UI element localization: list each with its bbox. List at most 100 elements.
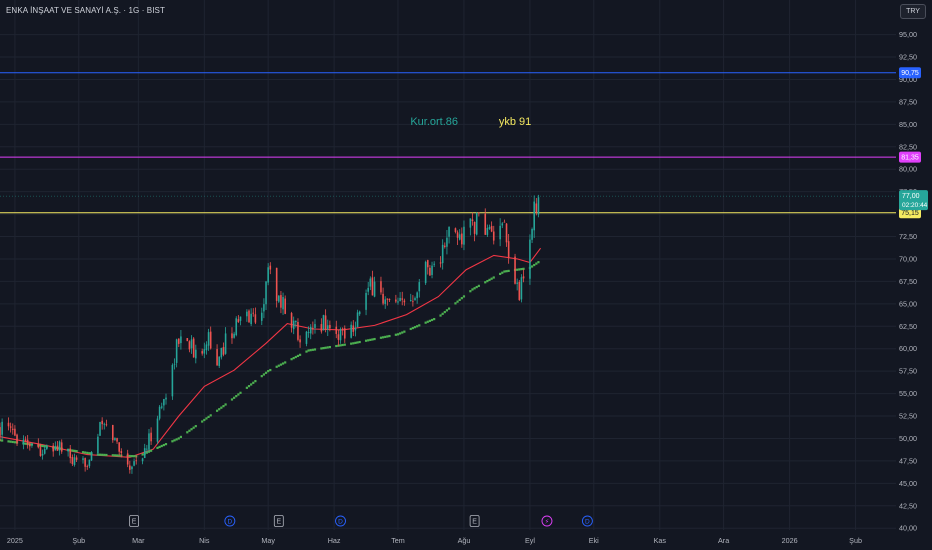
annotation-text: Kur.ort.86 — [410, 116, 458, 128]
candle-body — [463, 226, 465, 245]
candle-body — [424, 261, 427, 284]
candle-body — [24, 439, 27, 441]
candle-body — [354, 327, 357, 331]
ma-green-dot — [101, 453, 104, 456]
ma-green-dot — [520, 268, 523, 271]
candle-body — [190, 339, 193, 349]
candle-body — [371, 277, 374, 296]
ma-green-dot — [339, 344, 342, 347]
candle-body — [143, 448, 146, 459]
ma-green-dot — [164, 443, 168, 446]
candle-body — [97, 436, 99, 454]
candle-body — [120, 451, 123, 454]
candle-body — [86, 466, 89, 467]
dividend-marker-label: D — [338, 519, 343, 526]
ma-green-dot — [215, 409, 219, 412]
candle-body — [529, 239, 531, 279]
candle-body — [135, 460, 138, 462]
x-tick-label: Eyl — [525, 536, 535, 545]
candle-body — [158, 406, 161, 419]
earnings-marker — [469, 515, 480, 527]
ma-green-dot — [292, 357, 295, 360]
candle-body — [148, 433, 150, 450]
ma-green-dot — [469, 290, 472, 293]
candle-body — [505, 223, 508, 243]
ma-green-dot — [158, 445, 161, 449]
x-tick-label: May — [261, 536, 275, 545]
candle-body — [101, 420, 103, 425]
ma-green-dot — [343, 343, 346, 346]
ma-green-dot — [175, 438, 178, 441]
y-tick-label: 62,50 — [899, 322, 917, 331]
candle-body — [426, 260, 429, 268]
candle-body — [0, 427, 1, 436]
ma-green-dot — [388, 334, 391, 338]
ma-green-dot — [239, 391, 242, 394]
earnings-marker-label: E — [132, 519, 137, 526]
currency-button[interactable]: TRY — [900, 4, 926, 19]
y-tick-label: 57,50 — [899, 367, 917, 376]
ma-green-dot — [454, 302, 457, 305]
candle-body — [220, 347, 223, 358]
y-tick-label: 70,00 — [899, 254, 917, 263]
candle-body — [267, 267, 269, 283]
dividend-marker — [335, 515, 346, 527]
ma-green-dot — [443, 310, 446, 314]
candle-body — [60, 442, 63, 452]
candle-body — [418, 282, 421, 292]
text-annotations: Kur.ort.86 ykb 91 — [410, 116, 531, 128]
ma-green-dot — [535, 262, 538, 265]
ma-green-dot — [84, 451, 87, 454]
candle-body — [373, 281, 376, 297]
candle-body — [446, 237, 448, 247]
candle-body — [533, 201, 535, 231]
ma-green-dot — [507, 269, 510, 273]
candle-body — [88, 459, 91, 467]
y-tick-label: 90,00 — [899, 75, 917, 84]
candle-body — [292, 320, 295, 330]
ma-green-dot — [324, 346, 327, 349]
candle-body — [478, 212, 480, 214]
candle-body — [401, 298, 404, 300]
dividend-marker — [224, 515, 236, 527]
candle-body — [218, 356, 221, 366]
ma-green-dot — [296, 354, 300, 358]
ma-green-dot — [252, 381, 255, 384]
ma-green-dot — [88, 452, 91, 455]
ma-green-dot — [386, 335, 389, 338]
ma-green-dot — [486, 279, 489, 283]
candle-body — [320, 324, 323, 332]
ma-green-dot — [484, 281, 487, 284]
ma-green-dot — [364, 339, 368, 342]
candle-body — [458, 234, 461, 240]
candle-body — [488, 227, 491, 229]
ma-green-dot — [490, 277, 493, 280]
candle-body — [522, 276, 525, 279]
ma-green-dot — [309, 349, 312, 352]
candle-body — [399, 297, 401, 301]
candle-body — [26, 439, 29, 445]
candle-body — [386, 298, 389, 300]
dividend-marker — [581, 515, 593, 527]
annotation-text: ykb 91 — [499, 116, 531, 128]
moving-average-red — [0, 247, 542, 458]
ma-green-dot — [75, 450, 78, 453]
candle-body — [233, 333, 235, 338]
candle-body — [369, 278, 372, 287]
candle-body — [82, 458, 84, 460]
candle-body — [112, 424, 114, 441]
ma-green-dot — [237, 393, 240, 396]
candle-body — [39, 447, 42, 456]
ma-green-dot — [0, 439, 2, 442]
candle-body — [409, 300, 412, 301]
candle-body — [7, 422, 10, 427]
split-marker — [541, 515, 553, 527]
candle-body — [207, 332, 210, 346]
ma-green-dot — [222, 405, 225, 408]
ma-green-dot — [326, 346, 329, 349]
candle-body — [16, 434, 18, 444]
dividend-marker-label: D — [228, 519, 233, 526]
candle-body — [352, 325, 355, 332]
